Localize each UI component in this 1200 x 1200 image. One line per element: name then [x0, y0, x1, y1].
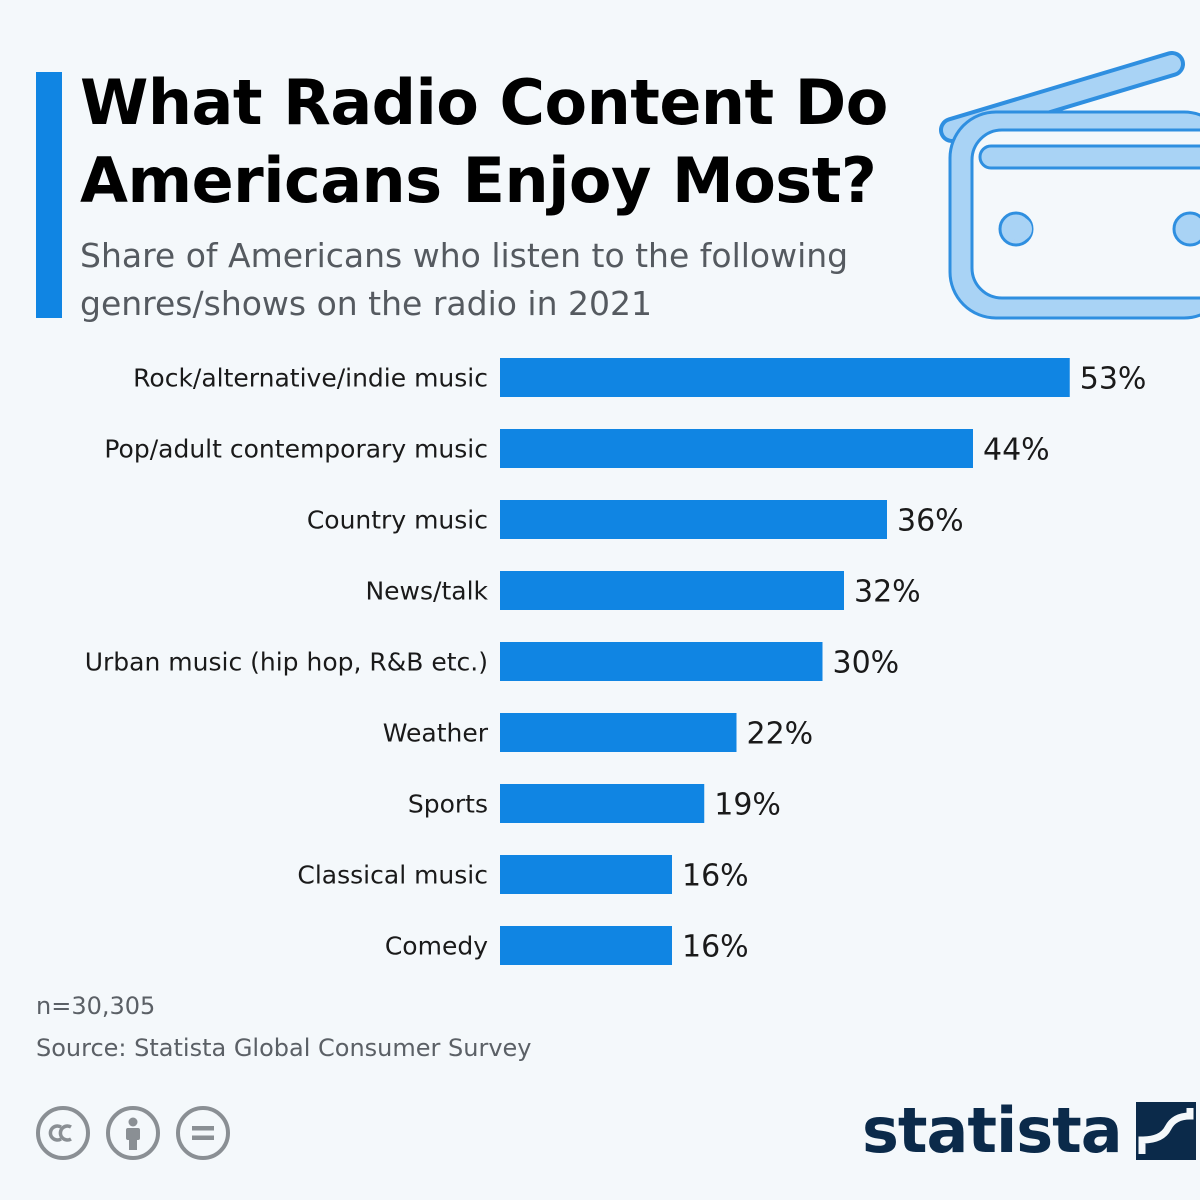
- value-label-2: 36%: [897, 504, 964, 539]
- source-note: Source: Statista Global Consumer Survey: [36, 1034, 532, 1062]
- value-label-7: 16%: [682, 859, 749, 894]
- radio-icon: [939, 51, 1200, 320]
- license-icons: [36, 1106, 230, 1160]
- value-label-3: 32%: [854, 575, 921, 610]
- category-label-1: Pop/adult contemporary music: [104, 435, 488, 464]
- subtitle-line-1: Share of Americans who listen to the fol…: [80, 236, 849, 275]
- bar-6: [500, 784, 705, 823]
- bar-2: [500, 500, 887, 539]
- category-label-2: Country music: [307, 506, 488, 535]
- category-label-5: Weather: [383, 719, 489, 748]
- value-label-8: 16%: [682, 930, 749, 965]
- statista-mark-icon: [1135, 1101, 1196, 1160]
- category-label-0: Rock/alternative/indie music: [133, 364, 488, 393]
- value-label-4: 30%: [833, 646, 900, 681]
- bar-8: [500, 926, 672, 965]
- category-label-4: Urban music (hip hop, R&B etc.): [85, 648, 488, 677]
- page-subtitle: Share of Americans who listen to the fol…: [80, 232, 960, 328]
- value-label-1: 44%: [983, 433, 1050, 468]
- value-label-0: 53%: [1080, 362, 1147, 397]
- bar-5: [500, 713, 737, 752]
- category-label-8: Comedy: [385, 932, 488, 961]
- page-title: What Radio Content Do Americans Enjoy Mo…: [80, 64, 940, 220]
- value-label-5: 22%: [747, 717, 814, 752]
- brand-wordmark: statista: [862, 1094, 1123, 1167]
- accent-bar: [36, 72, 62, 318]
- cc-icon[interactable]: [36, 1106, 90, 1160]
- category-label-7: Classical music: [297, 861, 488, 890]
- attribution-icon[interactable]: [106, 1106, 160, 1160]
- bar-4: [500, 642, 823, 681]
- bar-1: [500, 429, 973, 468]
- title-line-2: Americans Enjoy Most?: [80, 144, 877, 217]
- bar-3: [500, 571, 844, 610]
- bar-chart: Rock/alternative/indie music 53% Pop/adult…: [85, 358, 1147, 965]
- value-label-6: 19%: [714, 788, 781, 823]
- category-label-6: Sports: [408, 790, 488, 819]
- category-label-3: News/talk: [365, 577, 488, 606]
- title-line-1: What Radio Content Do: [80, 66, 888, 139]
- sample-size: n=30,305: [36, 992, 156, 1020]
- bar-0: [500, 358, 1070, 397]
- bar-7: [500, 855, 672, 894]
- no-derivatives-icon[interactable]: [176, 1106, 230, 1160]
- statista-logo[interactable]: statista: [862, 1094, 1196, 1167]
- subtitle-line-2: genres/shows on the radio in 2021: [80, 284, 652, 323]
